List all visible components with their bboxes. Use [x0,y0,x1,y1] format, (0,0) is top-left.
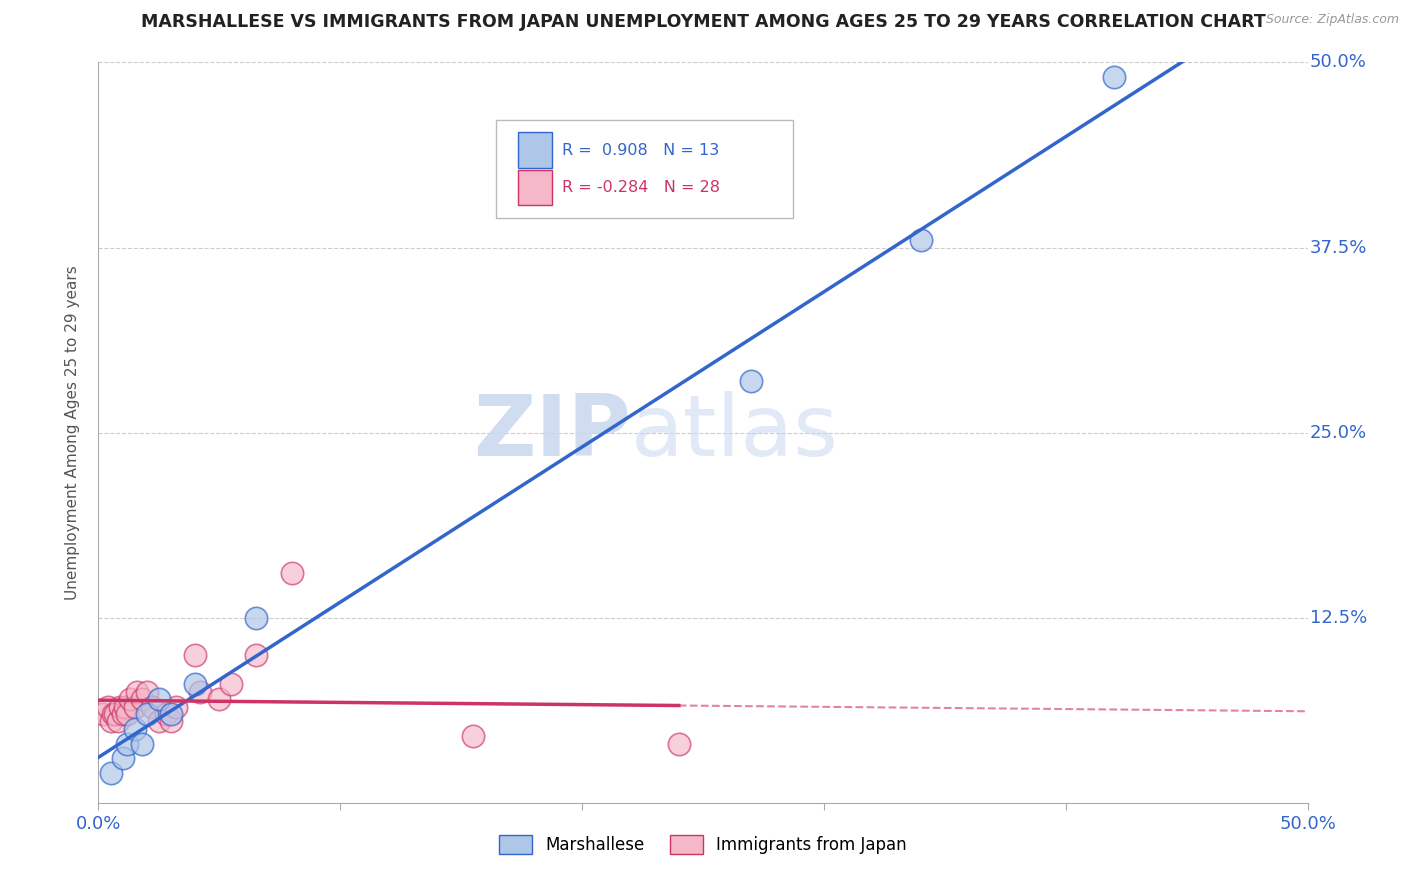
Legend: Marshallese, Immigrants from Japan: Marshallese, Immigrants from Japan [492,829,914,861]
Point [131,692,153,706]
Text: ZIP: ZIP [472,391,630,475]
Point [117,737,139,751]
Point [117,706,139,721]
Point [107,714,129,729]
Point [245,610,267,624]
Point [135,706,157,721]
Point [155,706,177,721]
Point [148,692,170,706]
Point [131,737,153,751]
Point [104,706,127,721]
Text: MARSHALLESE VS IMMIGRANTS FROM JAPAN UNEMPLOYMENT AMONG AGES 25 TO 29 YEARS CORR: MARSHALLESE VS IMMIGRANTS FROM JAPAN UNE… [141,13,1265,31]
Point [221,677,243,691]
Point [910,233,932,247]
Point [668,737,690,751]
Text: Source: ZipAtlas.com: Source: ZipAtlas.com [1265,13,1399,27]
Point [127,685,149,699]
Point [101,706,124,721]
Point [165,699,187,714]
Point [135,685,157,699]
Point [118,692,141,706]
Point [463,729,485,743]
Point [141,699,163,714]
Text: 37.5%: 37.5% [1310,238,1368,257]
Text: atlas: atlas [630,391,838,475]
Text: 25.0%: 25.0% [1310,424,1367,442]
Point [114,699,136,714]
Point [1102,70,1125,85]
Point [100,714,122,729]
Point [111,751,134,765]
Point [160,706,183,721]
Point [148,714,170,729]
Point [124,699,146,714]
Y-axis label: Unemployment Among Ages 25 to 29 years: Unemployment Among Ages 25 to 29 years [65,265,80,600]
Point [188,685,211,699]
Point [111,706,134,721]
Point [184,648,207,662]
Point [108,699,131,714]
Text: R = -0.284   N = 28: R = -0.284 N = 28 [562,180,720,195]
Point [91,706,114,721]
Text: 50.0%: 50.0% [1310,54,1367,71]
Point [97,699,120,714]
Text: 12.5%: 12.5% [1310,608,1367,627]
Point [124,722,146,736]
Text: R =  0.908   N = 13: R = 0.908 N = 13 [562,143,718,158]
Point [740,374,762,388]
Point [281,566,304,581]
Point [100,766,122,780]
Point [160,714,183,729]
Point [184,677,207,691]
Point [245,648,267,662]
Point [208,692,231,706]
